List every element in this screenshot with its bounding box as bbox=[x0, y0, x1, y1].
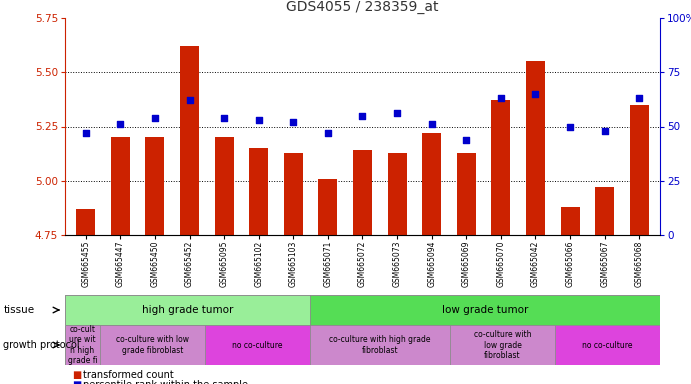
Bar bbox=[422, 133, 441, 235]
Bar bbox=[180, 46, 199, 235]
Text: ■: ■ bbox=[73, 380, 82, 384]
Bar bbox=[310, 325, 450, 365]
Text: percentile rank within the sample: percentile rank within the sample bbox=[83, 380, 248, 384]
Text: no co-culture: no co-culture bbox=[232, 341, 283, 349]
Point bbox=[530, 91, 541, 97]
Point bbox=[461, 136, 472, 142]
Text: co-cult
ure wit
h high
grade fi: co-cult ure wit h high grade fi bbox=[68, 325, 97, 365]
Text: high grade tumor: high grade tumor bbox=[142, 305, 233, 315]
Bar bbox=[249, 148, 268, 235]
Bar bbox=[205, 325, 310, 365]
Bar bbox=[450, 325, 555, 365]
Point bbox=[115, 121, 126, 127]
Bar bbox=[630, 105, 649, 235]
Point bbox=[149, 115, 160, 121]
Bar bbox=[353, 151, 372, 235]
Bar bbox=[555, 325, 660, 365]
Bar bbox=[65, 325, 100, 365]
Text: no co-culture: no co-culture bbox=[583, 341, 633, 349]
Bar bbox=[491, 101, 511, 235]
Bar bbox=[560, 207, 580, 235]
Text: transformed count: transformed count bbox=[83, 370, 173, 380]
Point bbox=[634, 95, 645, 101]
Bar bbox=[310, 295, 660, 325]
Point bbox=[184, 98, 195, 104]
Bar bbox=[76, 209, 95, 235]
Point bbox=[392, 111, 403, 117]
Point bbox=[287, 119, 299, 125]
Text: low grade tumor: low grade tumor bbox=[442, 305, 528, 315]
Text: co-culture with low
grade fibroblast: co-culture with low grade fibroblast bbox=[116, 335, 189, 355]
Bar bbox=[65, 295, 310, 325]
Bar bbox=[457, 152, 476, 235]
Point bbox=[495, 95, 507, 101]
Bar bbox=[595, 187, 614, 235]
Point bbox=[599, 128, 610, 134]
Text: co-culture with
low grade
fibroblast: co-culture with low grade fibroblast bbox=[474, 330, 531, 360]
Bar bbox=[284, 152, 303, 235]
Bar bbox=[215, 137, 234, 235]
Point bbox=[323, 130, 334, 136]
Text: GDS4055 / 238359_at: GDS4055 / 238359_at bbox=[286, 0, 439, 14]
Point bbox=[426, 121, 437, 127]
Point bbox=[80, 130, 91, 136]
Text: tissue: tissue bbox=[3, 305, 35, 315]
Bar bbox=[526, 61, 545, 235]
Bar bbox=[388, 152, 406, 235]
Point bbox=[357, 113, 368, 119]
Bar bbox=[111, 137, 130, 235]
Bar bbox=[100, 325, 205, 365]
Text: co-culture with high grade
fibroblast: co-culture with high grade fibroblast bbox=[329, 335, 430, 355]
Point bbox=[253, 117, 264, 123]
Bar bbox=[319, 179, 337, 235]
Bar bbox=[145, 137, 164, 235]
Point bbox=[565, 123, 576, 129]
Text: ■: ■ bbox=[73, 370, 82, 380]
Text: growth protocol: growth protocol bbox=[3, 340, 80, 350]
Point bbox=[218, 115, 229, 121]
